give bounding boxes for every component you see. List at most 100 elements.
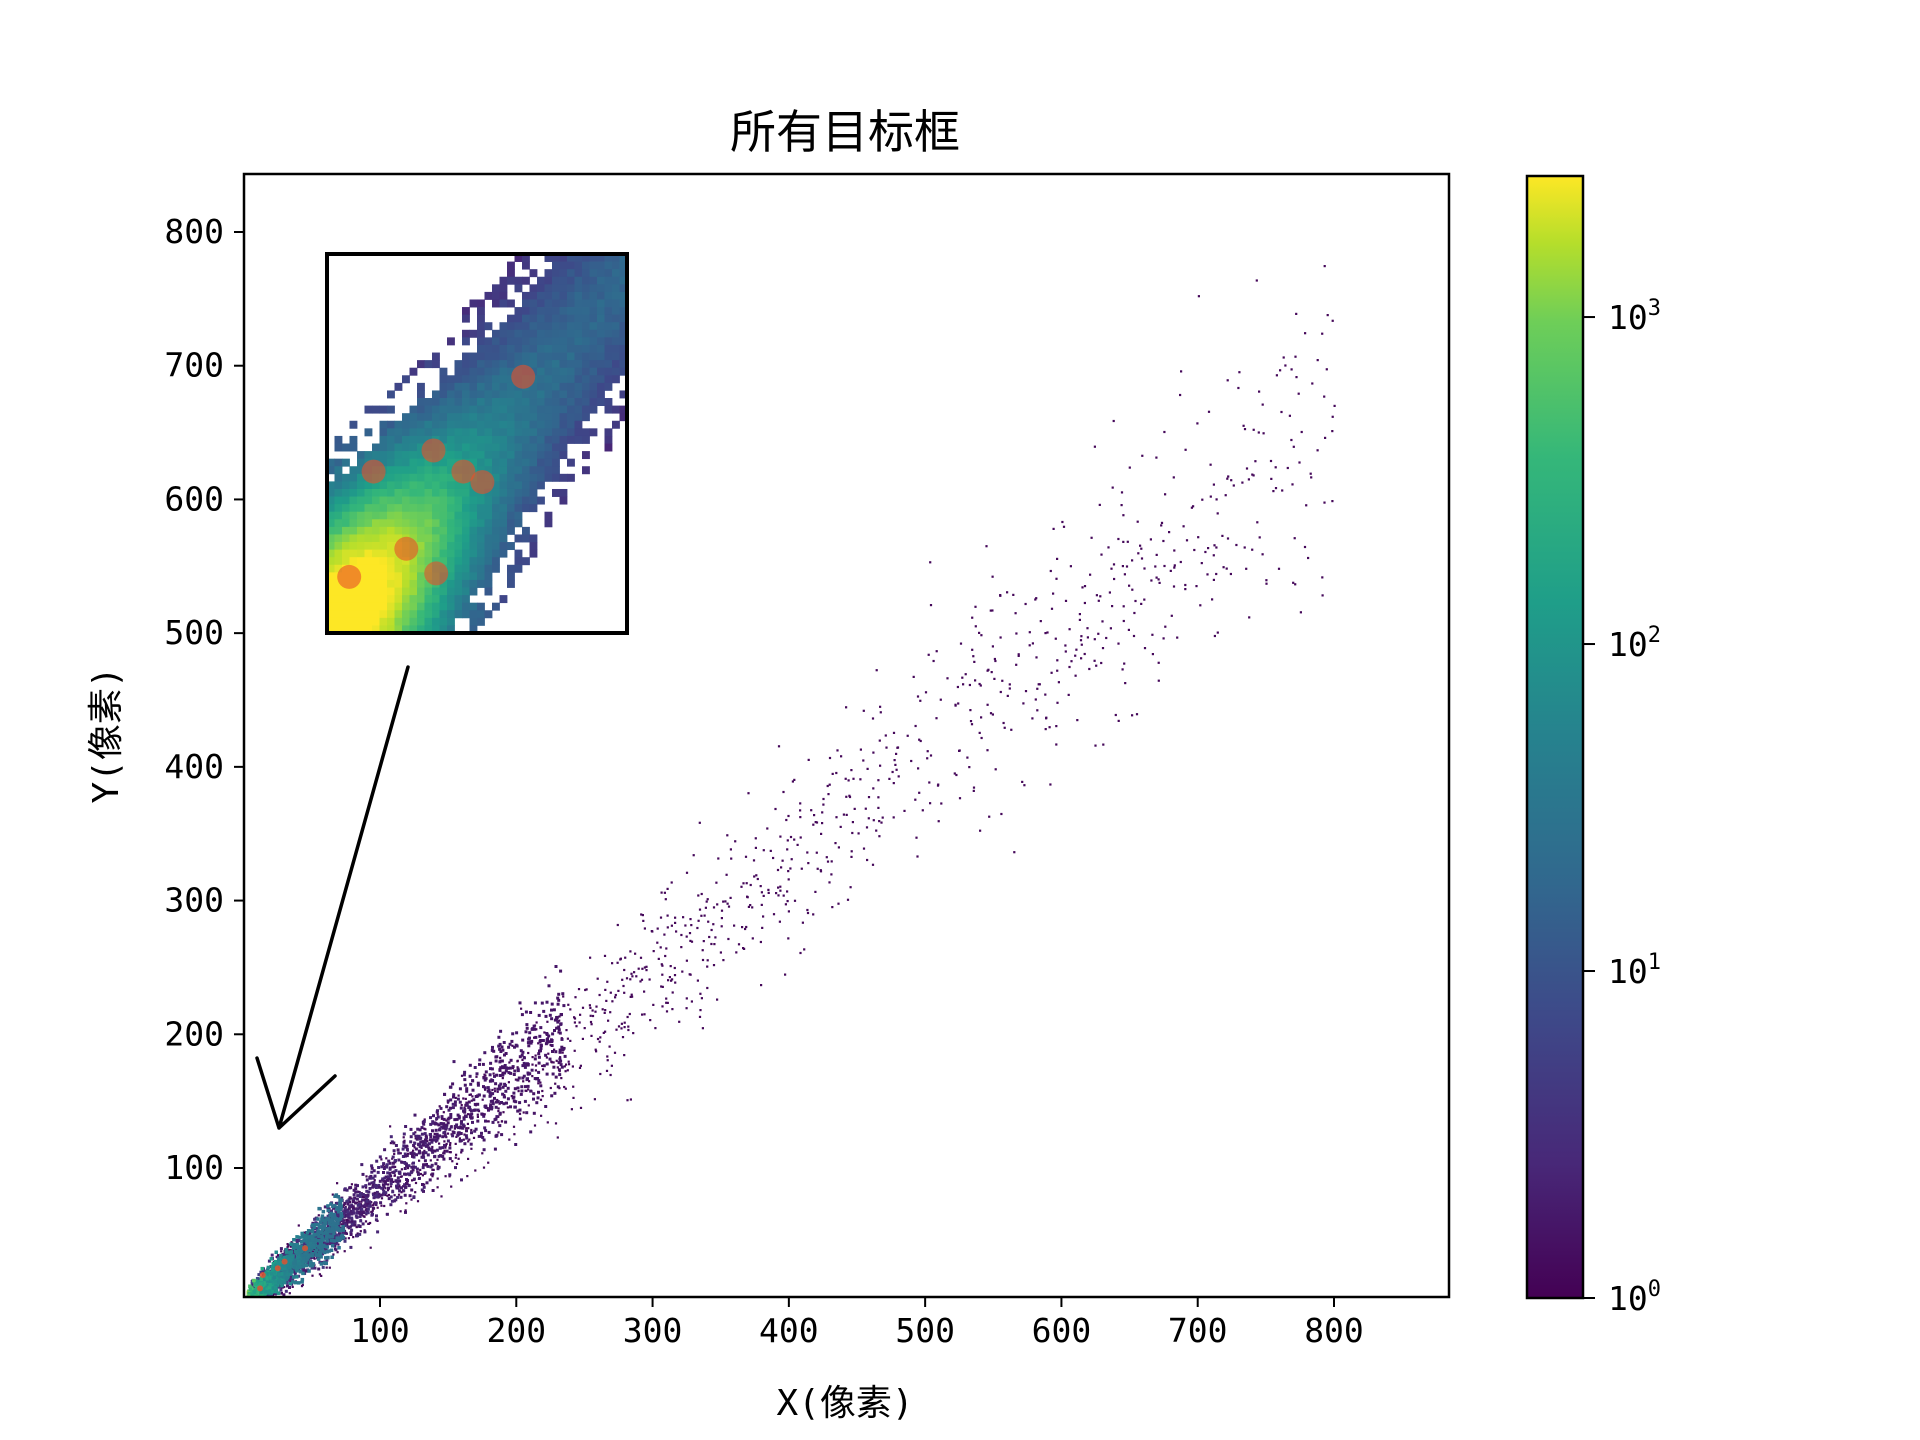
- density-cell: [438, 1127, 442, 1131]
- density-cell: [288, 1269, 292, 1273]
- inset-cell: [574, 329, 583, 338]
- density-cell: [319, 1249, 323, 1253]
- density-cell: [317, 1206, 321, 1211]
- inset-cell: [507, 329, 515, 338]
- inset-cell: [612, 299, 620, 308]
- density-cell: [652, 1003, 655, 1006]
- inset-cell: [582, 337, 590, 346]
- inset-cell: [589, 299, 598, 308]
- density-cell: [418, 1128, 422, 1132]
- density-cell: [518, 1055, 522, 1059]
- density-cell: [453, 1103, 457, 1107]
- density-cell: [639, 956, 643, 959]
- inset-cell: [537, 337, 545, 346]
- density-cell: [875, 829, 878, 832]
- inset-cell: [582, 261, 590, 270]
- density-cell: [341, 1224, 345, 1229]
- inset-cell: [537, 382, 545, 391]
- density-cell: [340, 1223, 343, 1226]
- density-cell: [747, 905, 750, 908]
- density-cell: [526, 1071, 530, 1075]
- density-cell: [957, 702, 960, 705]
- density-cell: [696, 926, 699, 930]
- density-cell: [514, 1100, 518, 1104]
- density-cell: [325, 1245, 330, 1249]
- inset-cell: [552, 254, 560, 262]
- density-cell: [337, 1227, 341, 1232]
- density-cell: [1243, 546, 1246, 549]
- density-cell: [755, 874, 758, 877]
- density-cell: [688, 932, 692, 935]
- density-cell: [343, 1187, 347, 1191]
- density-cell: [335, 1238, 340, 1242]
- density-cell: [364, 1208, 368, 1212]
- density-cell: [336, 1251, 339, 1254]
- density-cell: [463, 1107, 467, 1111]
- inset-cell: [559, 269, 568, 278]
- density-cell: [762, 915, 765, 918]
- density-cell: [302, 1269, 306, 1273]
- density-cell: [427, 1146, 431, 1150]
- density-cell: [333, 1244, 337, 1248]
- density-cell: [251, 1299, 254, 1302]
- density-cell: [297, 1281, 301, 1285]
- density-cell: [862, 847, 866, 850]
- density-cell: [1067, 693, 1070, 696]
- density-cell: [714, 936, 717, 939]
- density-cell: [328, 1218, 332, 1222]
- density-cell: [251, 1298, 254, 1301]
- inset-cell: [589, 367, 598, 376]
- density-cell: [311, 1274, 314, 1277]
- inset-cell: [507, 344, 515, 353]
- density-cell: [358, 1200, 361, 1203]
- density-cell: [554, 1075, 558, 1079]
- density-cell: [312, 1225, 316, 1229]
- inset-cell: [499, 360, 508, 369]
- density-cell: [533, 1001, 537, 1005]
- density-cell: [627, 1028, 630, 1032]
- density-cell: [476, 1113, 479, 1116]
- density-cell: [460, 1178, 463, 1182]
- density-cell: [1050, 671, 1053, 674]
- density-cell: [247, 1301, 251, 1305]
- density-cell: [438, 1146, 442, 1150]
- density-cell: [605, 999, 608, 1002]
- density-cell: [400, 1175, 403, 1178]
- density-cell: [247, 1298, 251, 1302]
- density-cell: [497, 1044, 501, 1048]
- density-cell: [875, 669, 878, 672]
- density-cell: [469, 1082, 473, 1086]
- density-cell: [1307, 556, 1310, 560]
- density-cell: [380, 1186, 384, 1190]
- inset-cell: [559, 276, 568, 285]
- density-cell: [929, 561, 932, 564]
- density-cell: [1022, 702, 1025, 705]
- inset-cell: [552, 314, 560, 323]
- density-cell: [495, 1133, 499, 1137]
- density-cell: [559, 1063, 563, 1067]
- density-cell: [482, 1094, 486, 1098]
- density-cell: [505, 1101, 508, 1105]
- inset-cell: [574, 322, 583, 331]
- density-cell: [352, 1188, 356, 1192]
- density-cell: [288, 1292, 291, 1295]
- density-cell: [1120, 491, 1124, 494]
- inset-cell: [597, 352, 605, 361]
- density-cell: [594, 1048, 597, 1051]
- density-cell: [779, 835, 782, 838]
- density-cell: [897, 775, 900, 778]
- inset-cell: [514, 344, 523, 353]
- density-cell: [779, 889, 782, 892]
- density-cell: [376, 1170, 380, 1174]
- density-cell: [968, 683, 971, 687]
- inset-cell: [499, 344, 508, 353]
- inset-cell: [582, 322, 590, 331]
- inset-cell: [499, 299, 508, 308]
- density-cell: [396, 1186, 400, 1190]
- density-cell: [345, 1188, 349, 1192]
- x-tick-label: 400: [759, 1311, 819, 1350]
- density-cell: [251, 1301, 254, 1304]
- density-cell: [522, 1111, 525, 1114]
- density-cell: [366, 1203, 369, 1207]
- density-cell: [1274, 466, 1277, 469]
